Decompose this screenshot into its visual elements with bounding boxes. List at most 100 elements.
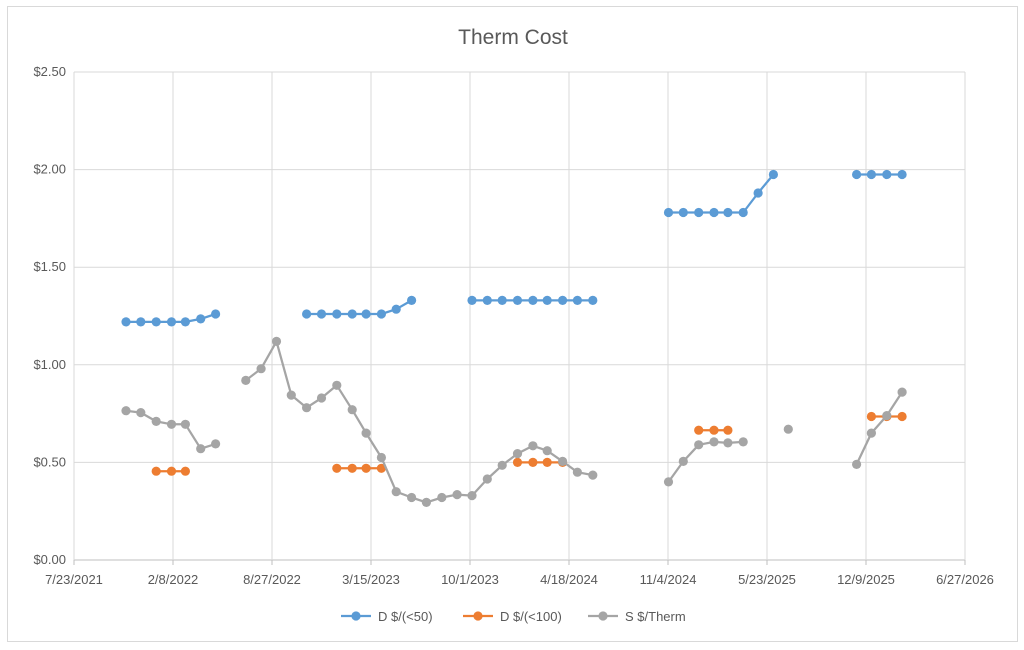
data-point[interactable]	[136, 317, 146, 327]
data-point[interactable]	[694, 425, 704, 435]
data-point[interactable]	[512, 457, 523, 467]
data-point[interactable]	[709, 437, 719, 447]
data-point[interactable]	[361, 309, 371, 319]
data-point[interactable]	[452, 490, 462, 500]
data-point[interactable]	[852, 459, 862, 469]
data-point[interactable]	[482, 295, 492, 305]
data-point[interactable]	[738, 207, 748, 218]
data-point[interactable]	[723, 425, 733, 435]
data-point[interactable]	[211, 309, 221, 319]
data-point[interactable]	[196, 444, 206, 454]
data-point[interactable]	[542, 295, 552, 305]
data-point[interactable]	[407, 492, 417, 503]
data-point[interactable]	[738, 437, 748, 447]
data-point[interactable]	[866, 169, 877, 180]
data-point[interactable]	[151, 466, 161, 476]
data-point[interactable]	[482, 474, 492, 484]
data-point[interactable]	[694, 207, 704, 218]
data-point[interactable]	[528, 457, 538, 467]
legend-item[interactable]: D $/(<100)	[463, 609, 562, 624]
data-point[interactable]	[542, 457, 552, 467]
data-point[interactable]	[528, 441, 538, 451]
chart-area[interactable]: Therm Cost $0.00 $0.50 $1.00 $1.50 $2.00 $2.5…	[7, 6, 1018, 642]
legend-item[interactable]: D $/(<50)	[341, 609, 433, 624]
data-point[interactable]	[347, 309, 357, 319]
data-point[interactable]	[332, 309, 342, 319]
data-point[interactable]	[361, 428, 371, 438]
data-point[interactable]	[241, 375, 251, 385]
data-point[interactable]	[882, 169, 892, 180]
data-point[interactable]	[361, 463, 371, 473]
data-point[interactable]	[121, 406, 131, 416]
data-point[interactable]	[709, 207, 719, 218]
data-point[interactable]	[316, 393, 327, 403]
data-point[interactable]	[271, 336, 282, 346]
legend-item[interactable]: S $/Therm	[588, 609, 686, 624]
data-point[interactable]	[866, 411, 877, 422]
data-point[interactable]	[332, 463, 342, 473]
data-point[interactable]	[497, 460, 507, 470]
data-point[interactable]	[302, 309, 312, 319]
data-point[interactable]	[286, 390, 296, 400]
data-point[interactable]	[211, 439, 221, 449]
data-point[interactable]	[558, 295, 568, 305]
data-point[interactable]	[196, 314, 206, 324]
data-point[interactable]	[180, 419, 190, 429]
data-point[interactable]	[166, 317, 177, 327]
data-point[interactable]	[542, 446, 552, 456]
data-point[interactable]	[897, 387, 907, 397]
data-point[interactable]	[588, 295, 598, 305]
data-point[interactable]	[512, 449, 523, 459]
data-point[interactable]	[256, 364, 266, 374]
data-point[interactable]	[180, 317, 190, 327]
series-1	[121, 169, 907, 327]
data-point[interactable]	[136, 408, 146, 418]
data-point[interactable]	[694, 440, 704, 450]
data-point[interactable]	[166, 419, 177, 429]
data-point[interactable]	[882, 411, 892, 421]
data-point[interactable]	[437, 492, 447, 503]
data-point[interactable]	[316, 309, 327, 319]
data-point[interactable]	[391, 487, 401, 497]
data-point[interactable]	[783, 424, 793, 434]
data-point[interactable]	[180, 466, 190, 476]
data-point[interactable]	[376, 452, 386, 463]
legend[interactable]: D $/(<50) D $/(<100) S $/Therm	[341, 609, 686, 624]
data-point[interactable]	[376, 463, 386, 473]
data-point[interactable]	[332, 380, 342, 390]
data-point[interactable]	[678, 207, 688, 218]
data-point[interactable]	[709, 425, 719, 435]
data-point[interactable]	[663, 477, 674, 487]
data-point[interactable]	[151, 317, 161, 327]
data-point[interactable]	[467, 295, 477, 305]
data-point[interactable]	[768, 169, 779, 180]
data-point[interactable]	[897, 411, 907, 422]
data-point[interactable]	[391, 304, 401, 314]
data-point[interactable]	[512, 295, 523, 305]
data-point[interactable]	[347, 405, 357, 415]
data-point[interactable]	[528, 295, 538, 305]
data-point[interactable]	[407, 295, 417, 305]
data-point[interactable]	[753, 188, 763, 198]
data-point[interactable]	[572, 295, 583, 305]
data-point[interactable]	[151, 416, 161, 426]
data-point[interactable]	[572, 467, 583, 477]
data-point[interactable]	[467, 491, 477, 501]
data-point[interactable]	[723, 438, 733, 448]
data-point[interactable]	[376, 309, 386, 319]
data-point[interactable]	[166, 466, 177, 476]
data-point[interactable]	[421, 497, 431, 507]
data-point[interactable]	[663, 207, 674, 218]
data-point[interactable]	[347, 463, 357, 473]
x-tick-label: 10/1/2023	[441, 572, 499, 587]
data-point[interactable]	[852, 169, 862, 180]
data-point[interactable]	[588, 470, 598, 480]
data-point[interactable]	[121, 317, 131, 327]
data-point[interactable]	[866, 428, 877, 438]
data-point[interactable]	[558, 456, 568, 466]
data-point[interactable]	[723, 207, 733, 218]
data-point[interactable]	[302, 403, 312, 413]
data-point[interactable]	[678, 456, 688, 466]
data-point[interactable]	[497, 295, 507, 305]
data-point[interactable]	[897, 169, 907, 180]
